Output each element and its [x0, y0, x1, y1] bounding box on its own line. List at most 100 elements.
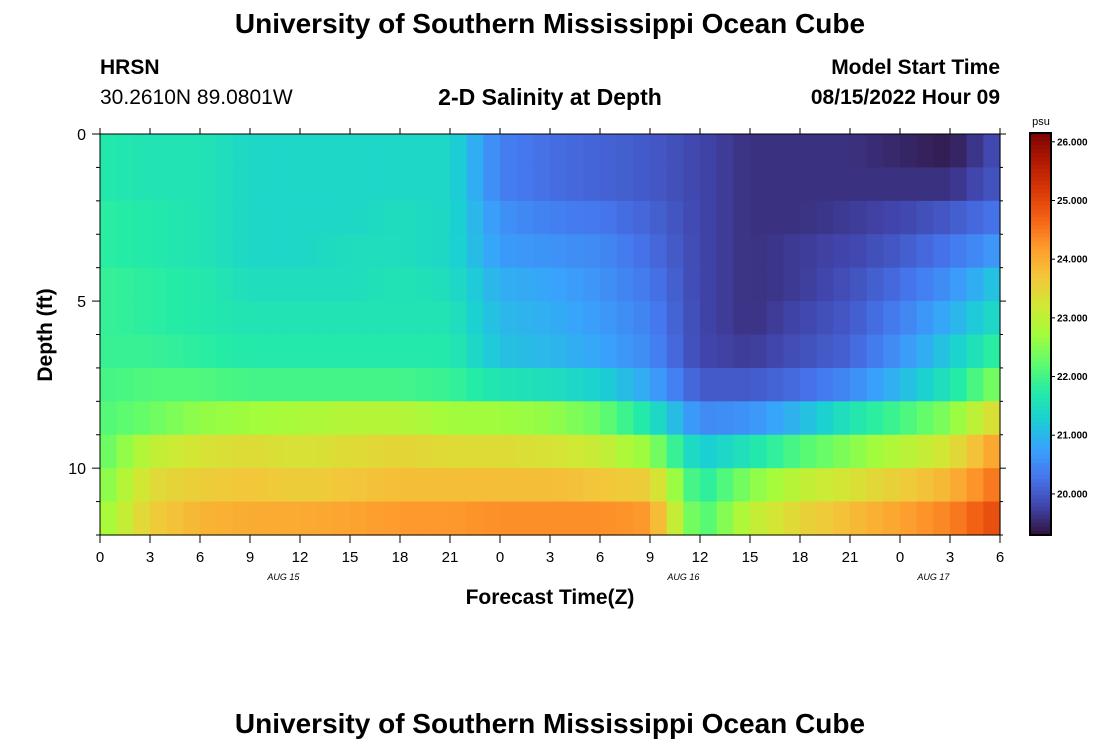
heatmap-cell — [866, 401, 884, 436]
heatmap-cell — [883, 434, 901, 469]
heatmap-cell — [883, 234, 901, 269]
heatmap-cell — [183, 234, 201, 269]
heatmap-cell — [100, 134, 118, 169]
heatmap-cell — [983, 167, 1001, 202]
heatmap-cell — [950, 367, 968, 402]
heatmap-cell — [533, 401, 551, 436]
heatmap-cell — [916, 501, 934, 536]
colorbar-swatch — [1030, 398, 1051, 403]
heatmap-cell — [316, 167, 334, 202]
heatmap-cell — [133, 167, 151, 202]
heatmap-cell — [616, 501, 634, 536]
heatmap-cell — [366, 434, 384, 469]
heatmap-cell — [666, 200, 684, 235]
heatmap-cell — [983, 501, 1001, 536]
heatmap-cell — [416, 267, 434, 302]
heatmap-cell — [383, 301, 401, 336]
heatmap-cell — [350, 200, 368, 235]
heatmap-cell — [900, 501, 918, 536]
heatmap-cell — [133, 468, 151, 503]
heatmap-cell — [300, 234, 318, 269]
heatmap-cell — [483, 301, 501, 336]
heatmap-cell — [483, 434, 501, 469]
colorbar-tick-label: 21.000 — [1057, 431, 1088, 442]
heatmap-cell — [750, 167, 768, 202]
heatmap-cell — [500, 301, 518, 336]
heatmap-cell — [166, 301, 184, 336]
heatmap-cell — [866, 334, 884, 369]
heatmap-cell — [366, 401, 384, 436]
heatmap-cell — [750, 134, 768, 169]
colorbar-tick-label: 22.000 — [1057, 372, 1088, 383]
station-coordinates: 30.2610N 89.0801W — [100, 86, 293, 109]
heatmap-cell — [400, 301, 418, 336]
heatmap-cell — [650, 367, 668, 402]
heatmap-cell — [400, 200, 418, 235]
heatmap-cell — [116, 501, 134, 536]
heatmap-cell — [133, 234, 151, 269]
heatmap-cell — [950, 167, 968, 202]
heatmap-cell — [916, 234, 934, 269]
heatmap-cell — [683, 267, 701, 302]
heatmap-cell — [433, 200, 451, 235]
colorbar-swatch — [1030, 201, 1051, 206]
heatmap-cell — [433, 234, 451, 269]
heatmap-cell — [800, 401, 818, 436]
heatmap-cell — [883, 367, 901, 402]
colorbar-swatch — [1030, 410, 1051, 415]
heatmap-cell — [400, 434, 418, 469]
heatmap-cell — [583, 501, 601, 536]
heatmap-cell — [116, 301, 134, 336]
heatmap-cell — [200, 234, 218, 269]
heatmap-cell — [450, 267, 468, 302]
heatmap-cell — [700, 234, 718, 269]
heatmap-cell — [700, 200, 718, 235]
colorbar-swatch — [1030, 177, 1051, 182]
colorbar-swatch — [1030, 490, 1051, 496]
colorbar-swatch — [1030, 281, 1051, 287]
colorbar-swatch — [1030, 402, 1051, 407]
heatmap-cell — [366, 334, 384, 369]
heatmap-cell — [683, 367, 701, 402]
heatmap-cell — [233, 367, 251, 402]
heatmap-cell — [150, 401, 168, 436]
heatmap-cell — [700, 134, 718, 169]
heatmap-cell — [900, 434, 918, 469]
heatmap-cell — [450, 301, 468, 336]
heatmap-cell — [633, 234, 651, 269]
heatmap-cell — [716, 234, 734, 269]
heatmap-cell — [350, 334, 368, 369]
heatmap-cell — [666, 501, 684, 536]
heatmap-cell — [250, 501, 268, 536]
heatmap-cell — [750, 367, 768, 402]
x-tick-label: 12 — [692, 549, 709, 566]
heatmap-cell — [700, 468, 718, 503]
heatmap-cell — [116, 134, 134, 169]
heatmap-cell — [483, 468, 501, 503]
heatmap-cell — [966, 501, 984, 536]
heatmap-cell — [950, 468, 968, 503]
heatmap-cell — [166, 468, 184, 503]
heatmap-cell — [250, 367, 268, 402]
heatmap-cell — [216, 200, 234, 235]
heatmap-cell — [366, 167, 384, 202]
heatmap-cell — [716, 367, 734, 402]
heatmap-cell — [450, 334, 468, 369]
heatmap-cell — [266, 200, 284, 235]
heatmap-cell — [600, 301, 618, 336]
heatmap-cell — [966, 434, 984, 469]
heatmap-cell — [933, 167, 951, 202]
heatmap-cell — [850, 367, 868, 402]
heatmap-cell — [550, 234, 568, 269]
colorbar-swatch — [1030, 233, 1051, 239]
heatmap-cell — [866, 301, 884, 336]
heatmap-cell — [516, 267, 534, 302]
x-tick-label: 0 — [96, 549, 104, 566]
heatmap-cell — [450, 501, 468, 536]
heatmap-cell — [316, 301, 334, 336]
footer-title: University of Southern Mississippi Ocean… — [234, 708, 866, 739]
heatmap-cell — [733, 334, 751, 369]
colorbar-swatch — [1030, 358, 1051, 363]
colorbar-swatch — [1030, 189, 1051, 194]
heatmap-cell — [916, 267, 934, 302]
